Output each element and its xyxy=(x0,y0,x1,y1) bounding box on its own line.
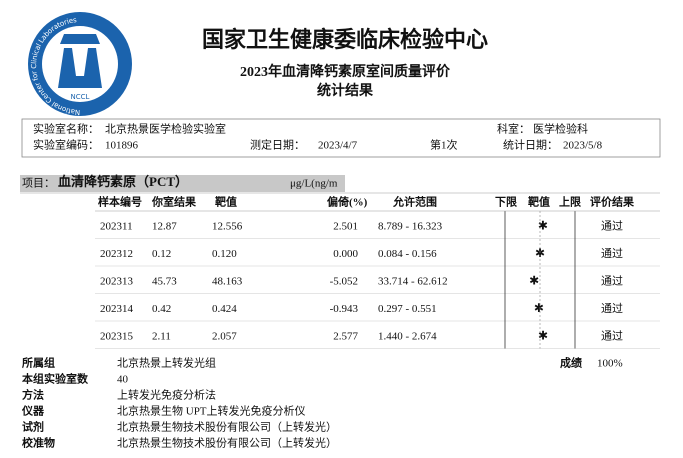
allowed-range: 8.789 - 16.323 xyxy=(378,220,443,232)
evaluation: 通过 xyxy=(601,302,623,315)
sample-id: 202312 xyxy=(100,248,133,260)
your-result: 45.73 xyxy=(152,275,177,287)
instrument: 北京热景生物 UPT上转发光免疫分析仪 xyxy=(117,404,306,418)
your-result: 2.11 xyxy=(152,330,171,342)
sample-id: 202314 xyxy=(100,303,134,315)
target-value: 0.424 xyxy=(212,303,237,315)
sample-id: 202315 xyxy=(100,330,134,342)
target-value: 2.057 xyxy=(212,330,237,342)
count-label: 本组实验室数 xyxy=(22,372,89,386)
your-result: 0.12 xyxy=(152,248,171,260)
group: 北京热景上转发光组 xyxy=(117,356,216,370)
column-header: 偏倚(%) xyxy=(327,195,368,209)
sample-id: 202313 xyxy=(100,275,134,287)
lab-name: 北京热景医学检验实验室 xyxy=(105,122,226,136)
bias-marker: ✱ xyxy=(534,301,544,315)
column-header: 样本编号 xyxy=(98,195,142,209)
allowed-range: 0.084 - 0.156 xyxy=(378,248,437,260)
target-value: 12.556 xyxy=(212,220,243,232)
bias-cell: 0.000 xyxy=(333,248,358,260)
title: 国家卫生健康委临床检验中心 xyxy=(202,27,488,52)
logo-abbr: NCCL xyxy=(71,93,90,101)
sample-id: 202311 xyxy=(100,220,133,232)
group-label: 所属组 xyxy=(22,356,55,370)
calibrator-label: 校准物 xyxy=(22,436,55,450)
lab-code-label: 实验室编码： xyxy=(33,138,99,152)
reagent-label: 试剂 xyxy=(22,420,44,434)
item-name: 血清降钙素原（PCT） xyxy=(58,174,188,189)
summary: 所属组 北京热景上转发光组 成绩 100% 本组实验室数 40 方法 上转发光免… xyxy=(21,356,623,450)
evaluation: 通过 xyxy=(601,247,623,260)
method: 上转发光免疫分析法 xyxy=(117,388,216,402)
bias-cell: 2.501 xyxy=(333,220,358,232)
bias-cell: 2.577 xyxy=(333,330,358,342)
allowed-range: 0.297 - 0.551 xyxy=(378,303,437,315)
method-label: 方法 xyxy=(22,388,44,402)
bias-marker: ✱ xyxy=(538,219,548,233)
allowed-range: 1.440 - 2.674 xyxy=(378,330,437,342)
test-date: 2023/4/7 xyxy=(318,140,358,152)
count: 40 xyxy=(117,374,129,386)
item-label: 项目： xyxy=(22,177,55,190)
item-bar xyxy=(20,175,345,192)
evaluation: 通过 xyxy=(601,329,623,342)
allowed-range: 33.714 - 62.612 xyxy=(378,275,448,287)
bias-cell: -0.943 xyxy=(330,303,359,315)
dept-label: 科室： xyxy=(497,122,530,136)
column-header: 靶值 xyxy=(215,195,237,209)
evaluation: 通过 xyxy=(601,274,623,287)
test-date-label: 测定日期： xyxy=(250,138,305,152)
your-result: 12.87 xyxy=(152,220,177,232)
calibrator: 北京热景生物技术股份有限公司（上转发光） xyxy=(117,436,337,450)
dept: 医学检验科 xyxy=(533,122,588,136)
stat-date-label: 统计日期： xyxy=(503,139,558,152)
target-value: 0.120 xyxy=(212,248,237,260)
score: 100% xyxy=(597,358,623,370)
round: 第1次 xyxy=(430,138,458,152)
subtitle2: 统计结果 xyxy=(317,82,374,99)
bias-marker: ✱ xyxy=(529,274,539,288)
logo: National Center for Clinical Laboratorie… xyxy=(28,12,132,116)
reagent: 北京热景生物技术股份有限公司（上转发光） xyxy=(117,420,337,434)
evaluation: 通过 xyxy=(601,219,623,232)
info: 实验室名称： 北京热景医学检验实验室 科室： 医学检验科 实验室编码： 1018… xyxy=(33,122,603,152)
subtitle: 2023年血清降钙素原室间质量评价 xyxy=(240,63,451,80)
bias-marker: ✱ xyxy=(538,329,548,343)
lab-name-label: 实验室名称： xyxy=(33,122,99,136)
target-value: 48.163 xyxy=(212,275,243,287)
column-header: 下限 xyxy=(495,195,517,209)
column-header: 你室结果 xyxy=(151,195,196,209)
info-box xyxy=(21,118,661,158)
column-header: 评价结果 xyxy=(590,195,634,209)
instrument-label: 仪器 xyxy=(21,405,45,418)
column-header: 允许范围 xyxy=(392,195,437,209)
stat-date: 2023/5/8 xyxy=(563,140,603,152)
your-result: 0.42 xyxy=(152,303,171,315)
lab-code: 101896 xyxy=(105,140,139,152)
item-unit: μg/L(ng/m xyxy=(290,178,338,190)
score-label: 成绩 xyxy=(560,356,582,370)
bias-cell: -5.052 xyxy=(330,275,358,287)
column-header: 靶值 xyxy=(528,195,550,209)
column-header: 上限 xyxy=(559,195,581,209)
